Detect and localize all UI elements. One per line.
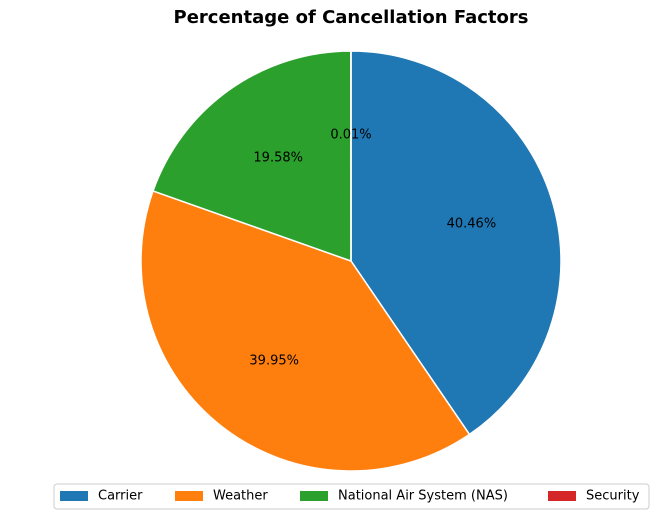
pie-slice-national-air-system-nas [152,50,352,262]
legend-item-weather: Weather [175,489,268,504]
legend-items: Carrier Weather National Air System (NAS) S… [60,489,640,504]
legend-item-carrier: Carrier [60,489,143,504]
pie-percentage-labels: 40.46% 39.95% 19.58% 0.01% [249,128,496,369]
legend-frame [53,483,650,510]
legend-label-carrier: Carrier [98,489,143,504]
pie-label-security: 0.01% [330,128,371,143]
pie-label-weather: 39.95% [249,353,299,368]
legend-label-national-air-system-nas: National Air System (NAS) [338,489,508,504]
pie-slices [140,50,562,472]
legend: Carrier Weather National Air System (NAS) S… [53,483,650,510]
legend-label-security: Security [586,489,640,504]
pie-slice-weather [140,190,471,472]
legend-label-weather: Weather [213,489,268,504]
legend-swatch-national-air-system-nas [300,491,328,501]
pie-slice-carrier [350,50,562,436]
pie-label-carrier: 40.46% [447,216,497,231]
pie-label-national-air-system-nas: 19.58% [253,151,303,166]
legend-item-national-air-system-nas: National Air System (NAS) [300,489,508,504]
legend-item-security: Security [548,489,640,504]
legend-swatch-weather [175,491,203,501]
legend-swatch-carrier [60,491,88,501]
legend-swatch-security [548,491,576,501]
chart-title: Percentage of Cancellation Factors [174,7,529,28]
